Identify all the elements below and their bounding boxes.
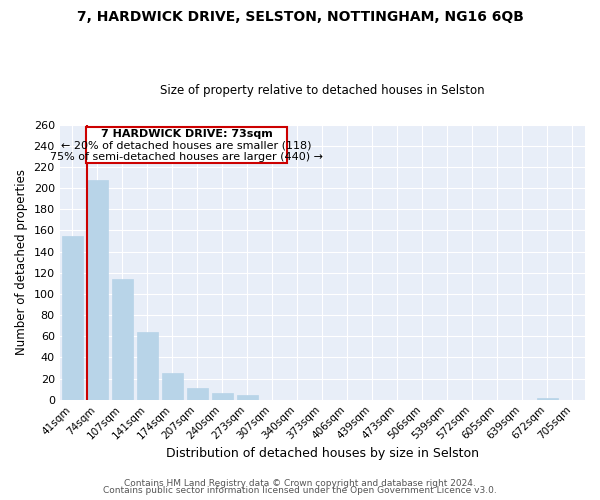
Title: Size of property relative to detached houses in Selston: Size of property relative to detached ho… <box>160 84 485 97</box>
Bar <box>161 374 183 400</box>
Text: Contains public sector information licensed under the Open Government Licence v3: Contains public sector information licen… <box>103 486 497 495</box>
Text: 75% of semi-detached houses are larger (440) →: 75% of semi-detached houses are larger (… <box>50 152 323 162</box>
FancyBboxPatch shape <box>86 126 287 162</box>
Text: 7, HARDWICK DRIVE, SELSTON, NOTTINGHAM, NG16 6QB: 7, HARDWICK DRIVE, SELSTON, NOTTINGHAM, … <box>77 10 523 24</box>
X-axis label: Distribution of detached houses by size in Selston: Distribution of detached houses by size … <box>166 447 479 460</box>
Bar <box>212 394 233 400</box>
Bar <box>137 332 158 400</box>
Bar <box>86 180 108 400</box>
Bar <box>187 388 208 400</box>
Text: ← 20% of detached houses are smaller (118): ← 20% of detached houses are smaller (11… <box>61 140 312 150</box>
Bar <box>236 396 258 400</box>
Bar <box>62 236 83 400</box>
Text: Contains HM Land Registry data © Crown copyright and database right 2024.: Contains HM Land Registry data © Crown c… <box>124 478 476 488</box>
Y-axis label: Number of detached properties: Number of detached properties <box>15 169 28 355</box>
Bar <box>112 279 133 400</box>
Bar <box>537 398 558 400</box>
Text: 7 HARDWICK DRIVE: 73sqm: 7 HARDWICK DRIVE: 73sqm <box>101 129 272 139</box>
